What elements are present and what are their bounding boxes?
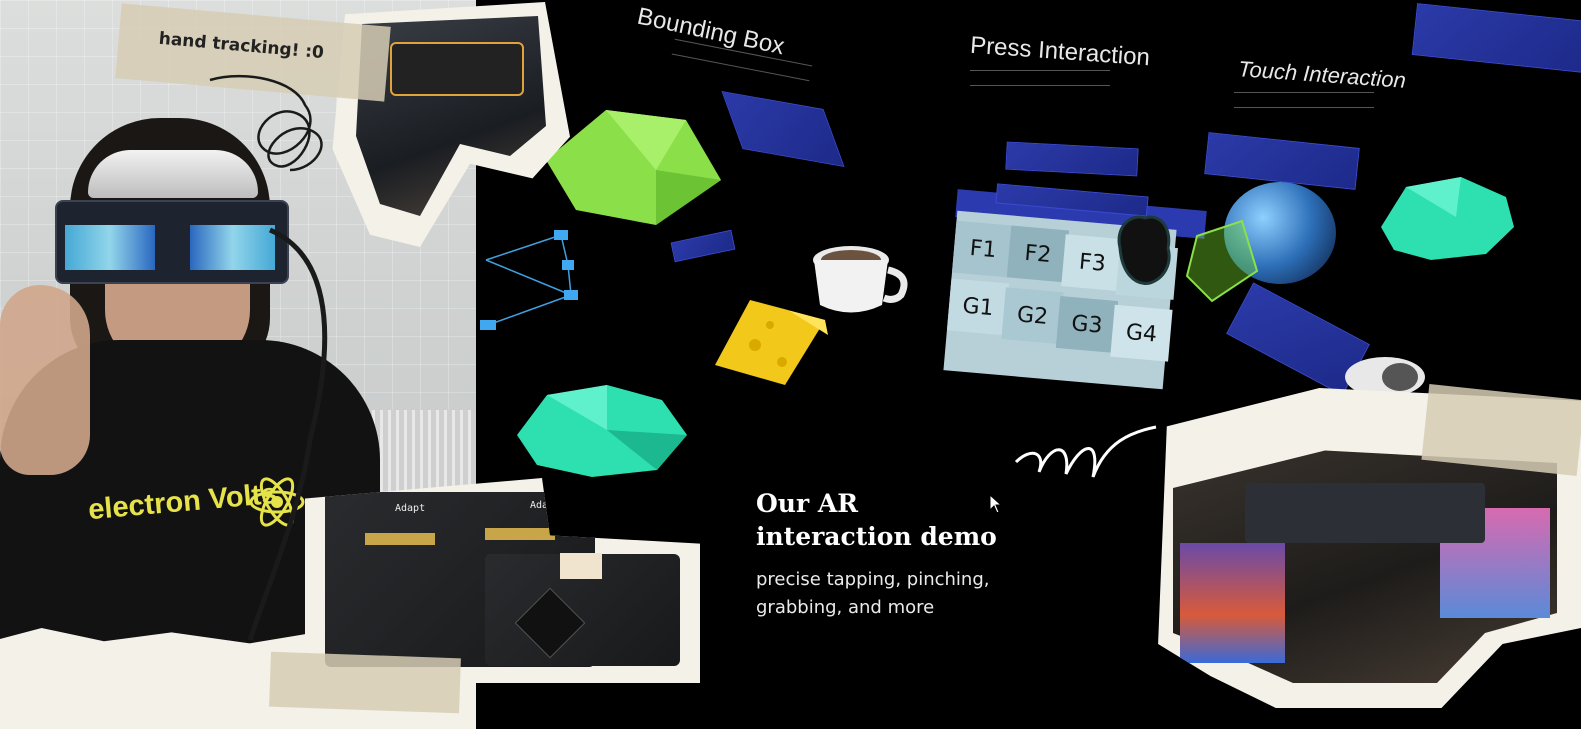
demo-subtitle: precise tapping, pinching, grabbing, and… [756,566,990,622]
ar-caption-lines [970,70,1110,86]
ar-blue-panel-top [1411,3,1581,73]
board-label: Adapt [530,500,561,511]
board-connector [365,533,435,545]
demo-headline-line1: Our AR [756,489,859,518]
circuit-board-cutout: Adapt Adapt [305,478,700,683]
squiggle-doodle [1014,425,1157,478]
board-header [560,553,602,579]
sticker-note-text: hand tracking! :0 [157,28,325,64]
board-connector [485,528,555,540]
ar-label-touch-interaction: Touch Interaction [1237,56,1407,93]
headset-lens-right [190,225,275,270]
grid-cell[interactable]: G3 [1055,296,1119,353]
coffee-mug-right [1345,357,1425,397]
headset-cutout-lens [390,42,524,96]
raised-hand [0,285,90,475]
headset-right-lens-left [1180,543,1285,663]
grid-cell[interactable]: G2 [1001,287,1064,345]
ar-key-row [1005,141,1139,177]
virtual-hand [1117,215,1171,285]
headset-right-board [1245,483,1485,543]
wireframe-cube [1185,219,1259,303]
headset-lens-left [65,225,155,270]
headset-cable [247,227,328,640]
headset-band [88,150,258,198]
ar-blue-tile [721,91,845,167]
grid-cell[interactable]: F1 [951,220,1015,278]
grid-cell[interactable]: F2 [1006,225,1070,283]
green-polyhedron [546,110,721,225]
demo-headline-line2: interaction demo [756,522,997,551]
mint-gem-right [1381,177,1514,260]
ar-label-press-interaction: Press Interaction [969,31,1151,72]
grid-cell[interactable]: G1 [946,278,1010,336]
cheese-wedge [715,300,828,385]
demo-headline: Our AR interaction demo [756,487,997,553]
coffee-mug [813,246,908,313]
ar-caption-lines [1234,92,1374,108]
demo-subtitle-line2: grabbing, and more [756,597,935,618]
cursor-icon [989,494,1003,514]
ar-small-blue-panel [670,229,736,263]
node-graph [480,230,578,330]
demo-subtitle-line1: precise tapping, pinching, [756,569,990,590]
board-label: Adapt [395,503,426,514]
tape-strip-bottom [269,651,461,714]
tape-strip-right [1421,384,1581,476]
mint-gem [517,385,687,477]
ar-blue-tiles [1204,132,1360,190]
grid-cell[interactable]: G4 [1110,304,1173,362]
earth-globe [1224,182,1336,284]
scribble-doodle [209,74,323,172]
